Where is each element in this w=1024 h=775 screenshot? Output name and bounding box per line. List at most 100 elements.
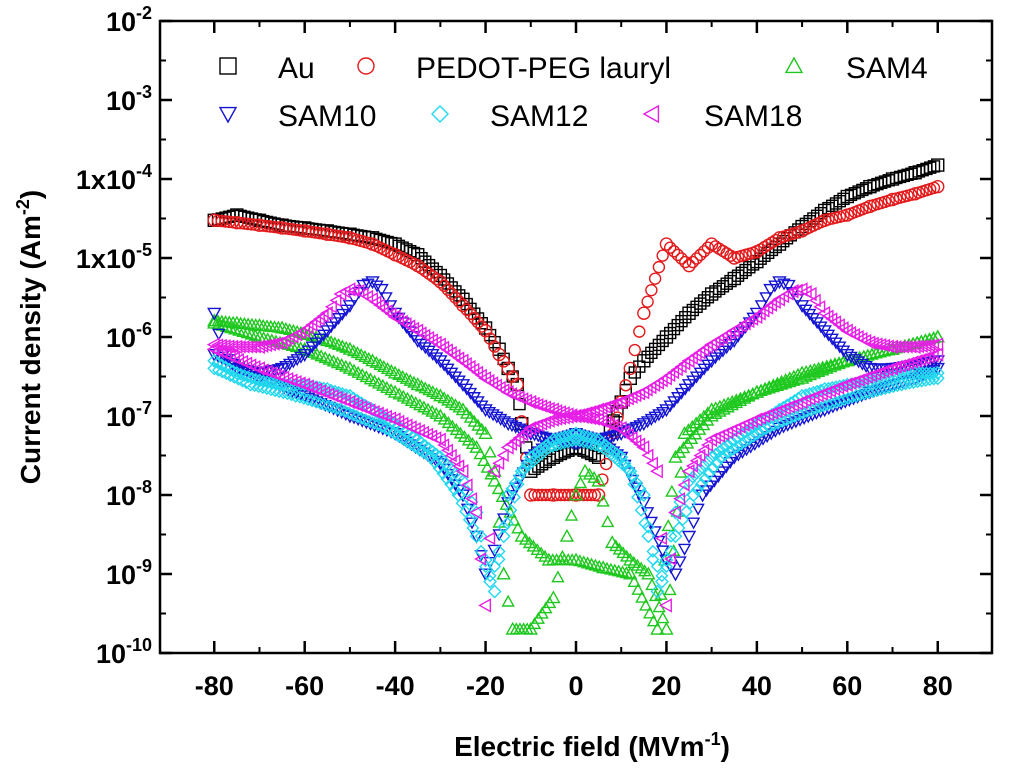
- series-sam12-return-marker: [561, 435, 575, 449]
- series-sam10-marker: [777, 278, 791, 291]
- series-sam10-return-point: [500, 497, 516, 511]
- y-tick-label: 10-9: [106, 556, 152, 590]
- series-pedot-peg-lauryl-marker: [468, 311, 481, 325]
- series-sam18-marker: [602, 399, 616, 413]
- series-sam10-return-marker: [505, 489, 519, 503]
- legend-marker-au: [219, 57, 237, 75]
- series-sam18-return-point: [930, 347, 944, 362]
- series-sam18-return-marker: [565, 409, 578, 424]
- legend-marker-sam18: [642, 104, 660, 124]
- legend-label-sam18: SAM18: [704, 100, 802, 133]
- series-sam18-marker: [535, 399, 548, 413]
- series-pedot-peg-lauryl-marker: [449, 291, 462, 304]
- series-sam18-return-point: [668, 505, 681, 520]
- series-sam4-point: [342, 341, 358, 355]
- series-sam12-marker: [483, 569, 497, 583]
- series-sam12-return-marker: [577, 435, 591, 449]
- series-sam18-return-point: [749, 412, 763, 427]
- series-sam10-marker: [855, 358, 870, 371]
- series-sam12-return-marker: [557, 436, 571, 450]
- series-sam12-return-marker: [448, 483, 462, 497]
- series-sam18-point: [591, 402, 605, 417]
- series-sam4-return-marker: [639, 598, 653, 611]
- series-sam4-marker: [685, 419, 699, 432]
- series-sam18-return-marker: [641, 448, 654, 463]
- series-sam12-marker: [810, 384, 824, 398]
- series-sam12-return-marker: [726, 442, 740, 456]
- series-sam4-point: [365, 353, 380, 367]
- series-pedot-peg-lauryl-marker: [452, 295, 466, 308]
- series-sam4-return-marker: [642, 606, 657, 619]
- series-sam4-marker: [681, 423, 696, 436]
- series-sam18-return-marker: [852, 373, 865, 387]
- series-sam18-return-marker: [664, 552, 677, 566]
- series-sam10-marker: [463, 387, 478, 400]
- series-sam18-marker: [347, 283, 360, 298]
- series-sam12-return-marker: [659, 560, 673, 574]
- series-sam12-marker: [806, 385, 820, 399]
- series-sam18: [206, 282, 944, 613]
- series-sam10-point: [455, 379, 471, 393]
- series-sam4-return-marker: [857, 349, 871, 362]
- series-sam10-marker: [633, 420, 647, 433]
- series-sam4-return-marker: [507, 513, 521, 526]
- series-sam12-return-marker: [219, 367, 233, 381]
- series-sam12-return-marker: [508, 490, 521, 504]
- series-sam10-marker: [493, 413, 508, 426]
- y-axis-title: Current density (Am-2): [13, 190, 46, 485]
- series-sam18-return-marker: [273, 369, 286, 383]
- series-sam4-marker: [663, 583, 677, 596]
- series-pedot-peg-lauryl-point: [637, 306, 651, 320]
- series-pedot-peg-lauryl-marker: [385, 246, 398, 260]
- series-sam12-return-point: [514, 464, 529, 479]
- series-sam10-return-marker: [703, 480, 718, 493]
- series-sam4-return-marker: [588, 558, 603, 571]
- series-sam4-point: [641, 566, 656, 580]
- series-sam18-return-point: [206, 342, 220, 357]
- series-sam4-return-marker: [865, 347, 879, 360]
- series-sam18-return-marker: [448, 454, 461, 468]
- series-au-marker: [483, 328, 497, 342]
- series-sam10-return-marker: [509, 482, 523, 495]
- series-sam10-marker: [833, 341, 847, 354]
- series-sam10-marker: [437, 359, 451, 372]
- series-pedot-peg-lauryl-marker: [471, 316, 485, 329]
- series-sam18-marker: [222, 339, 235, 353]
- series-sam4-point: [410, 377, 425, 391]
- series-sam18-return-marker: [645, 456, 658, 470]
- series-au-marker: [652, 338, 666, 352]
- series-sam12-return-point: [930, 371, 945, 386]
- series-sam18-point: [523, 394, 537, 410]
- series-sam4-marker: [328, 336, 342, 349]
- series-sam18-marker: [527, 396, 540, 411]
- series-sam18-return-marker: [860, 370, 873, 384]
- series-sam18-return-point: [681, 464, 695, 479]
- series-sam10-marker: [802, 308, 817, 321]
- series-sam12-return-marker: [534, 447, 548, 461]
- series-sam12-marker: [226, 364, 240, 378]
- series-sam10-return-marker: [465, 517, 479, 530]
- axis-ticks: -80 -60 -40 -20 0 20 40 60 80 10-10 10-9 10-8 10-7 10…: [76, 3, 992, 701]
- series-sam4-return-marker: [654, 587, 668, 600]
- series-sam12-return-point: [333, 402, 348, 417]
- series-sam4-marker: [339, 340, 353, 353]
- series-sam10-marker: [212, 328, 226, 341]
- series-sam4-return-marker: [877, 344, 891, 357]
- series-sam12-marker: [215, 358, 229, 372]
- series-au-point: [682, 306, 696, 320]
- series-sam12-return-marker: [634, 503, 648, 517]
- series-sam4-return-marker: [518, 532, 533, 545]
- series-sam12-marker: [712, 444, 726, 458]
- series-sam10-return-marker: [673, 556, 687, 569]
- series-sam12-marker: [264, 376, 278, 390]
- series-sam4-marker: [282, 322, 297, 336]
- series-sam10-return-marker: [677, 543, 692, 556]
- series-sam18-return-point: [487, 464, 501, 479]
- series-sam18-return-marker: [492, 456, 505, 470]
- series-sam12-return-marker: [511, 477, 525, 491]
- series-sam12-return-marker: [297, 391, 311, 405]
- series-sam12-return-marker: [588, 438, 602, 452]
- series-pedot-peg-lauryl-marker: [814, 215, 828, 229]
